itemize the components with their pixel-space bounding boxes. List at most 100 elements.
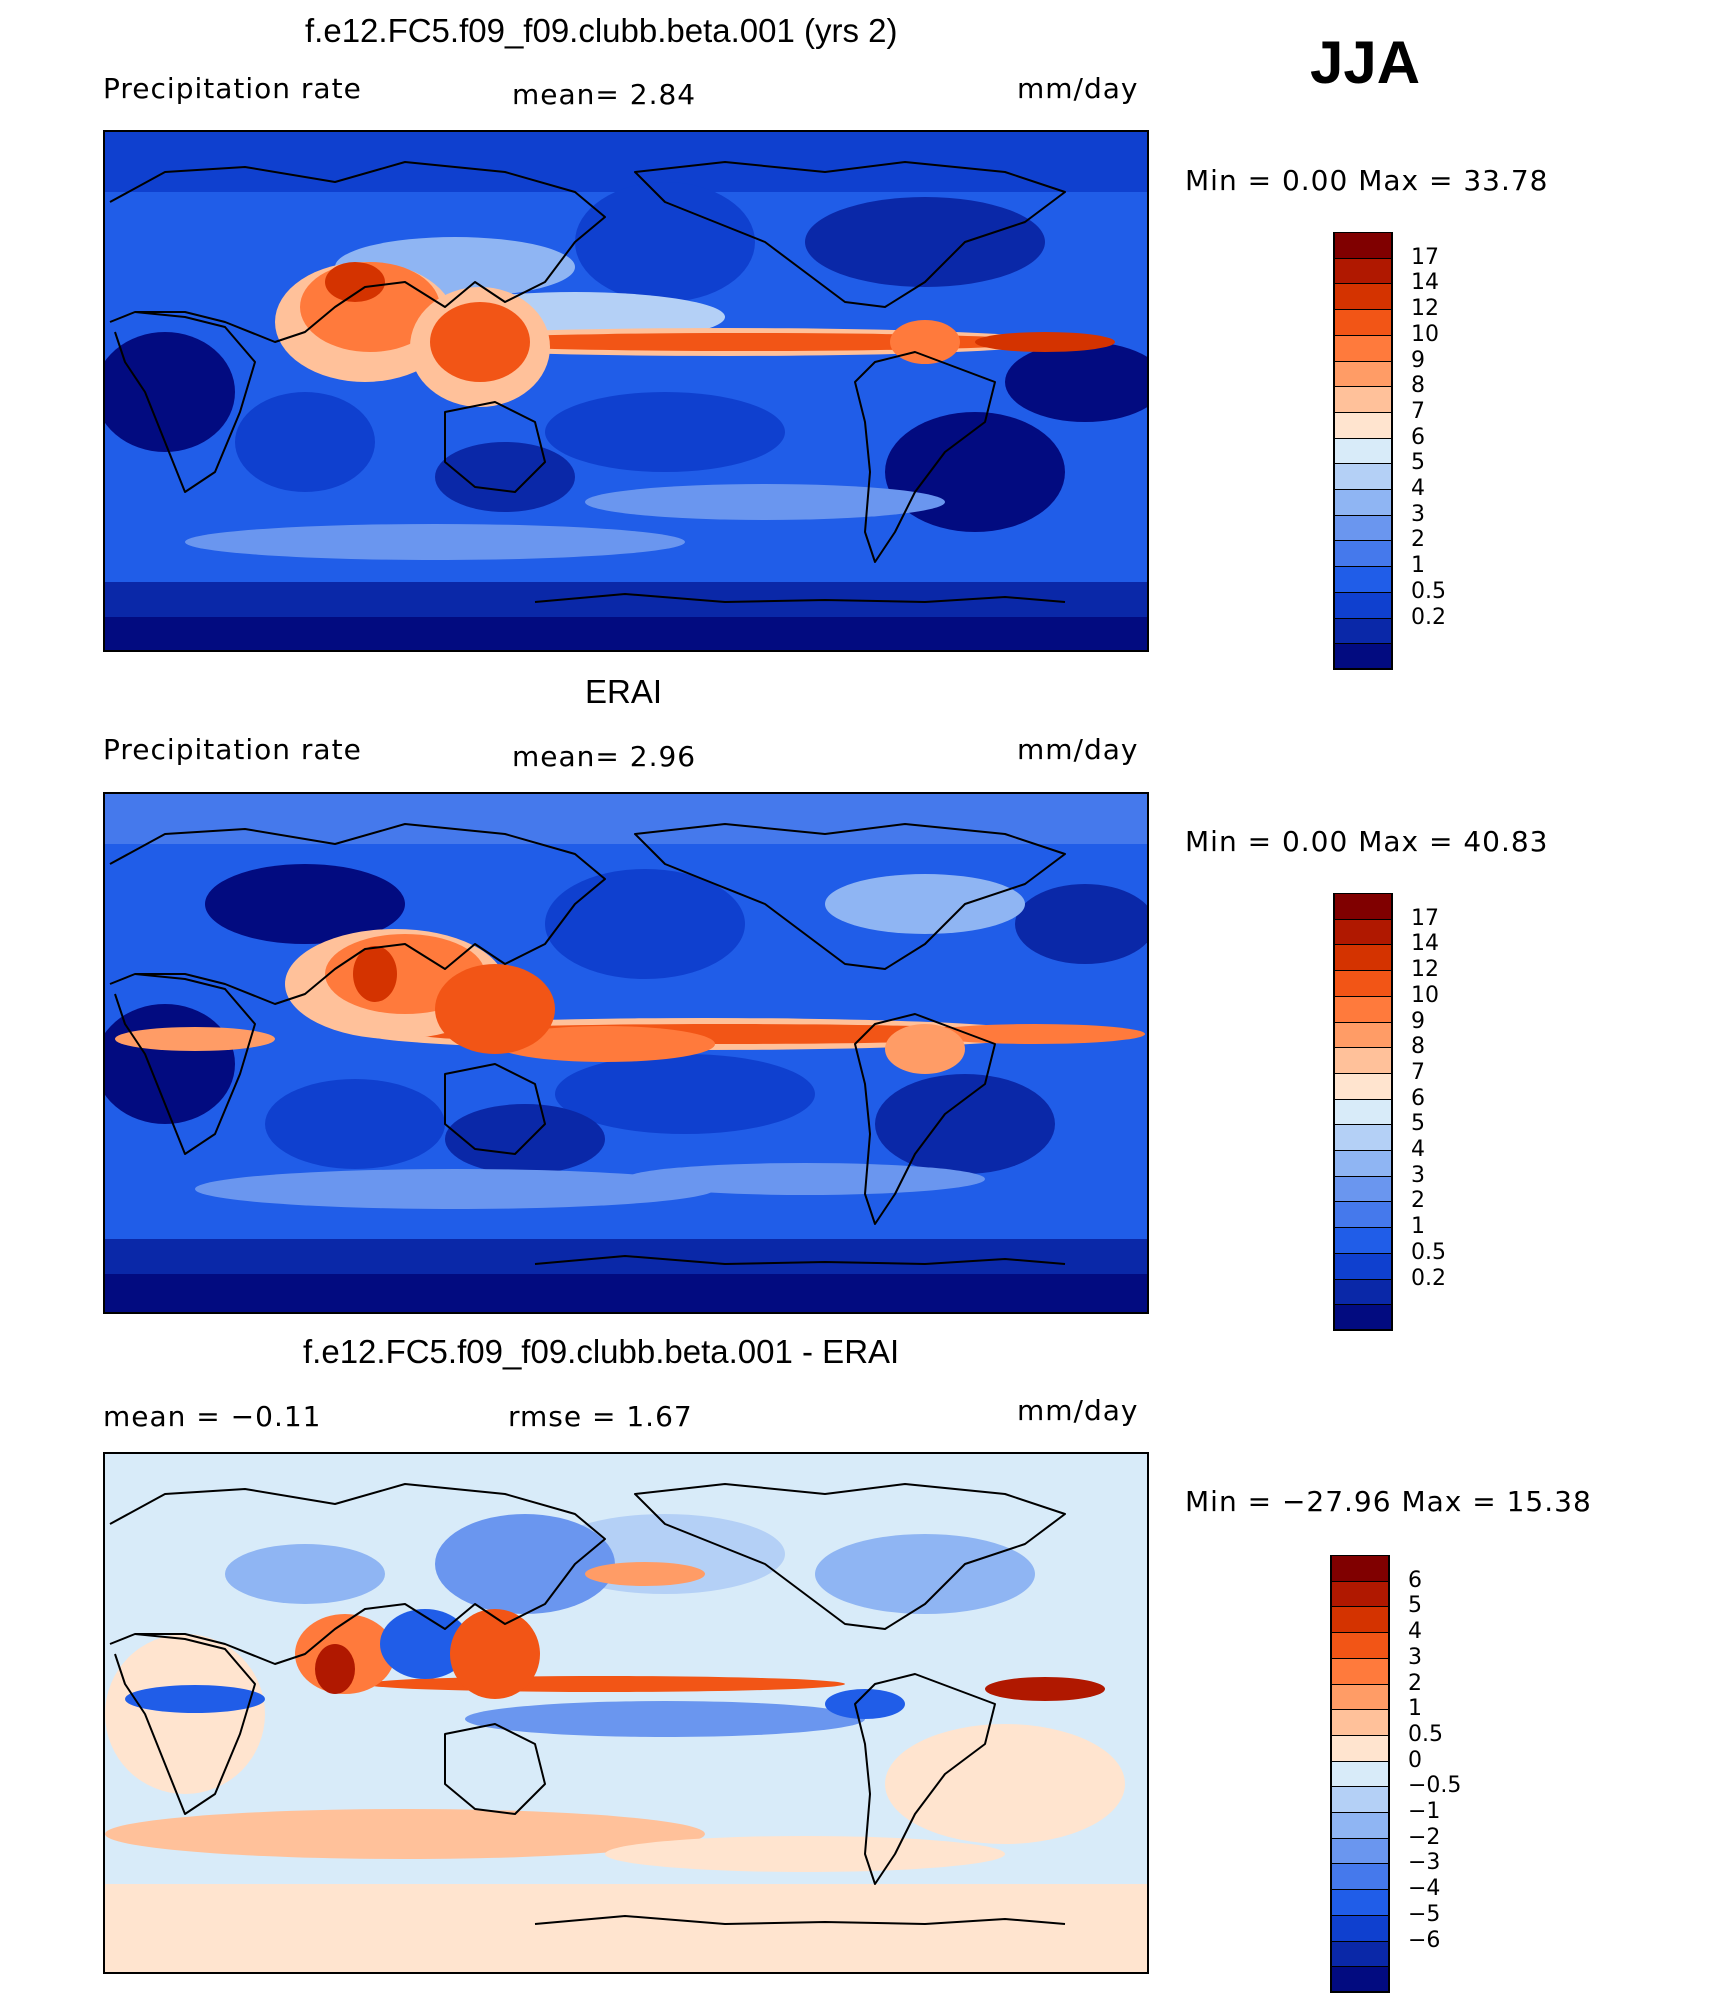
minmax-label-model: Min = 0.00 Max = 33.78 [1185,164,1549,197]
colorbar-tick-label: 2 [1411,1188,1425,1214]
colorbar-tick-label: 6 [1411,424,1425,450]
colorbar-tick-label: −2 [1408,1824,1441,1850]
colorbar-tick-label: −1 [1408,1799,1441,1824]
colorbar-swatch [1333,918,1393,946]
colorbar-swatch [1333,1098,1393,1126]
colorbar-tick-label: 3 [1411,501,1425,527]
precip-map-obs [103,792,1149,1314]
colorbar-swatch [1333,1124,1393,1151]
panel-title-obs: ERAI [585,673,663,710]
colorbar-tick-label: −3 [1408,1850,1441,1876]
colorbar-tick-label: 17 [1411,244,1439,270]
colorbar-swatch [1333,257,1393,285]
colorbar-swatch [1333,283,1393,311]
colorbar-swatch [1333,360,1393,388]
colorbar-tick-label: 5 [1408,1593,1422,1619]
colorbar-tick-label: 7 [1411,1059,1425,1085]
colorbar-tick-label: −6 [1408,1927,1441,1953]
colorbar-tick-label: 9 [1411,1008,1425,1034]
colorbar-swatch [1333,1047,1393,1074]
colorbar-swatch [1333,617,1393,645]
colorbar-tick-label: 0 [1408,1747,1422,1773]
colorbar-tick-label: 17 [1411,905,1439,931]
colorbar-tick-label: 4 [1411,476,1425,501]
colorbar-swatch [1333,944,1393,972]
colorbar-tick-label: 1 [1411,553,1425,579]
season-label: JJA [1310,29,1421,96]
colorbar-swatch [1333,489,1393,516]
colorbar-swatch [1330,1734,1390,1762]
colorbar-diff: 6 5 4 3 2 1 0.5 0 −0.5 −1 −2 −3 −4 −5 −6 [1330,1555,1490,1993]
colorbar-swatch [1333,334,1393,362]
units-label-obs: mm/day [1017,733,1139,766]
colorbar-swatch [1333,309,1393,336]
colorbar-swatch [1333,893,1393,920]
map-canvas-model [105,132,1147,650]
colorbar-swatch [1330,1889,1390,1916]
variable-label-obs: Precipitation rate [103,733,362,766]
colorbar-tick-label: 14 [1411,270,1439,296]
colorbar-swatch [1333,411,1393,439]
colorbar-swatch [1333,1278,1393,1306]
colorbar-swatch [1333,1304,1393,1331]
colorbar-swatch [1333,386,1393,413]
colorbar-swatch [1333,1175,1393,1203]
colorbar-swatch [1333,591,1393,619]
colorbar-tick-label: 12 [1411,296,1439,322]
colorbar-tick-label: −4 [1408,1876,1441,1902]
mean-label-diff: mean = −0.11 [103,1400,322,1433]
colorbar-tick-label: 5 [1411,1111,1425,1137]
colorbar-tick-label: 10 [1411,982,1439,1008]
colorbar-swatch [1333,995,1393,1023]
colorbar-tick-label: 3 [1411,1162,1425,1188]
colorbar-swatch [1333,566,1393,593]
colorbar-tick-label: 0.2 [1411,604,1446,630]
colorbar-swatch [1330,1863,1390,1891]
colorbar-swatch [1330,1555,1390,1582]
colorbar-swatch [1333,1227,1393,1254]
mean-label-model: mean= 2.84 [512,78,697,111]
colorbar-swatch [1333,437,1393,465]
colorbar-tick-label: 6 [1411,1085,1425,1111]
colorbar-tick-label: 3 [1408,1644,1422,1670]
colorbar-swatch [1330,1606,1390,1634]
colorbar-tick-label: 4 [1408,1619,1422,1645]
colorbar-swatch [1330,1914,1390,1942]
variable-label-model: Precipitation rate [103,72,362,105]
colorbar-swatch [1330,1580,1390,1608]
colorbar-swatch [1333,540,1393,568]
units-label-diff: mm/day [1017,1394,1139,1427]
map-canvas-diff [105,1454,1147,1972]
colorbar-swatch [1330,1812,1390,1839]
colorbar-swatch [1333,232,1393,259]
colorbar-tick-label: 2 [1411,527,1425,553]
minmax-label-diff: Min = −27.96 Max = 15.38 [1185,1485,1592,1518]
colorbar-tick-label: 4 [1411,1137,1425,1162]
colorbar-tick-label: 2 [1408,1670,1422,1696]
colorbar-swatch [1333,643,1393,670]
colorbar-tick-label: 1 [1408,1696,1422,1722]
colorbar-swatch [1330,1786,1390,1813]
colorbar-swatch [1330,1683,1390,1711]
colorbar-swatch [1330,1837,1390,1865]
panel-title-model: f.e12.FC5.f09_f09.clubb.beta.001 (yrs 2) [305,12,898,49]
colorbar-swatch [1333,514,1393,542]
colorbar-tick-label: 5 [1411,450,1425,476]
colorbar-tick-label: 9 [1411,347,1425,373]
precip-map-model [103,130,1149,652]
colorbar-tick-label: 6 [1408,1567,1422,1593]
units-label-model: mm/day [1017,72,1139,105]
colorbar-tick-label: 10 [1411,321,1439,347]
colorbar-swatch [1330,1632,1390,1659]
colorbar-swatch [1333,970,1393,997]
colorbar-swatch [1330,1966,1390,1993]
colorbar-swatch [1330,1940,1390,1968]
colorbar-tick-label: −0.5 [1408,1773,1462,1799]
minmax-label-obs: Min = 0.00 Max = 40.83 [1185,825,1549,858]
map-canvas-obs [105,794,1147,1312]
colorbar-tick-label: 12 [1411,957,1439,983]
rmse-label-diff: rmse = 1.67 [508,1400,693,1433]
colorbar-tick-label: 0.5 [1408,1721,1443,1747]
colorbar-model: 17 14 12 10 9 8 7 6 5 4 3 2 1 0.5 0.2 [1333,232,1493,670]
colorbar-tick-label: −5 [1408,1901,1441,1927]
